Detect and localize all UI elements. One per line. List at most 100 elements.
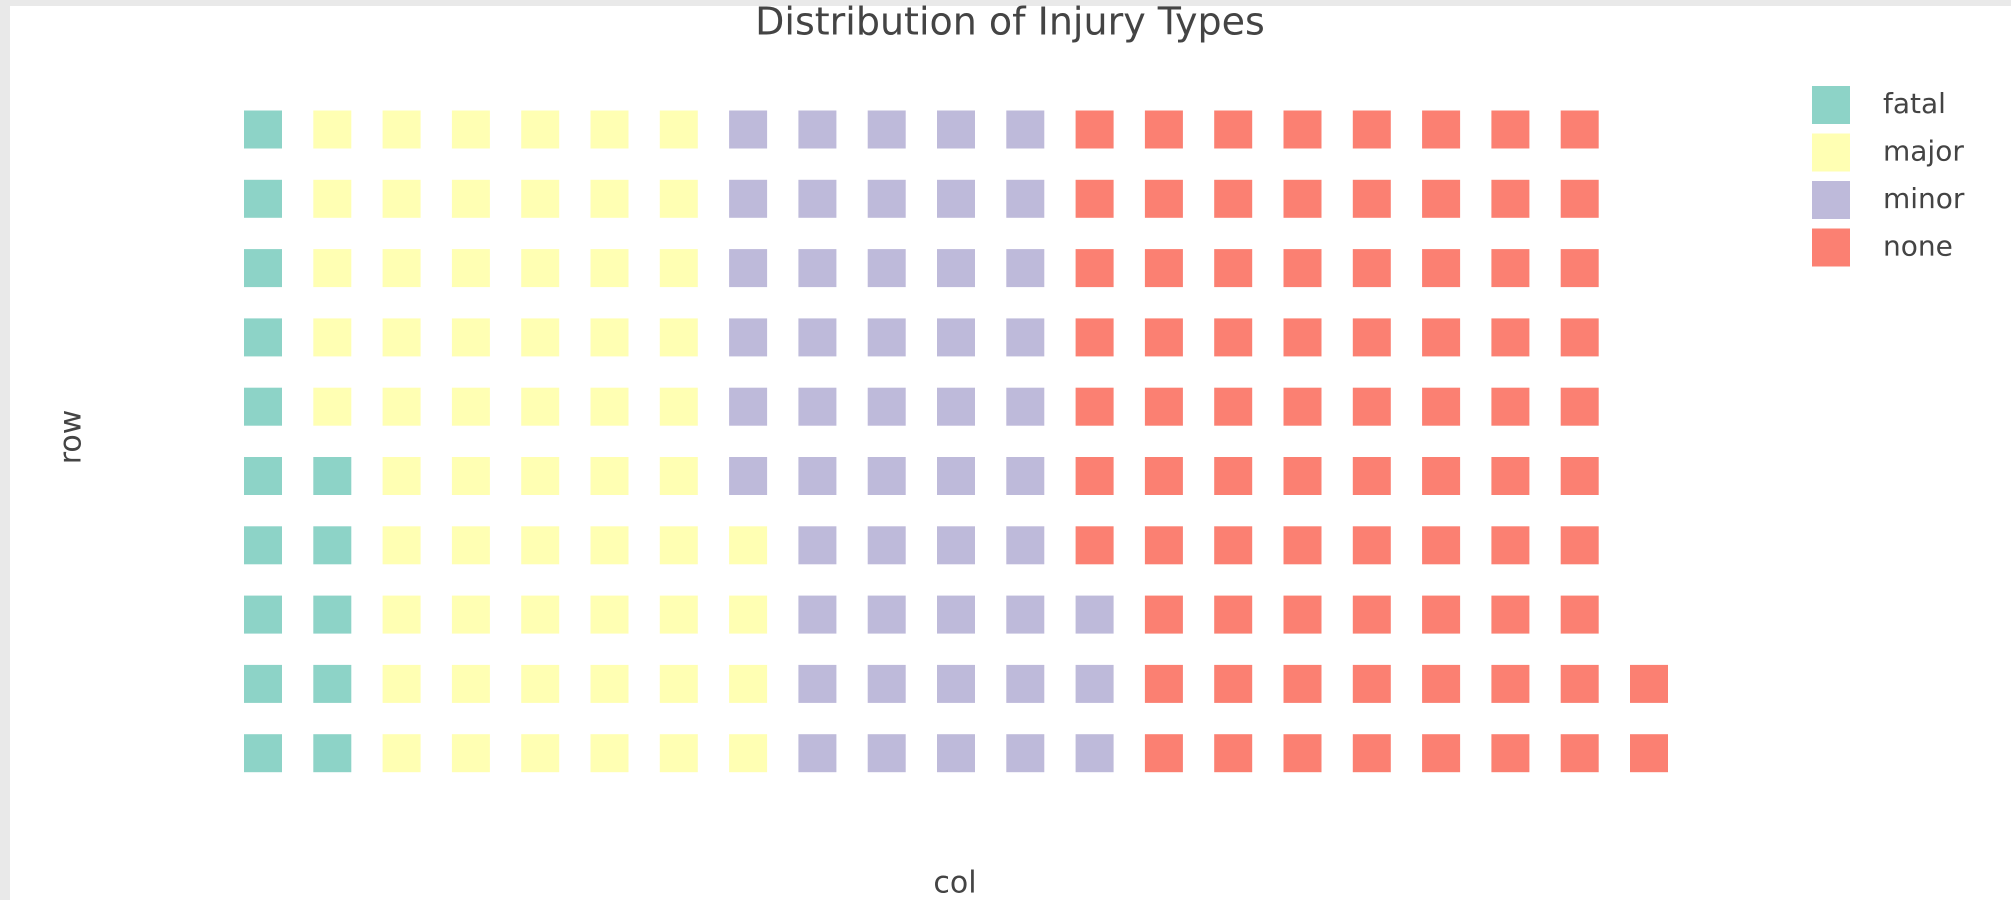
waffle-cell bbox=[451, 110, 490, 149]
waffle-cell bbox=[867, 595, 906, 634]
waffle-cell bbox=[937, 249, 975, 288]
waffle-cell bbox=[1491, 110, 1530, 149]
waffle-cell bbox=[313, 457, 352, 495]
waffle-cell bbox=[1006, 457, 1045, 495]
x-axis-label: col bbox=[933, 866, 976, 900]
waffle-cell bbox=[451, 734, 490, 773]
waffle-cell bbox=[1352, 595, 1391, 634]
waffle-cell bbox=[1006, 664, 1045, 703]
waffle-cell bbox=[521, 249, 560, 288]
waffle-cell bbox=[1352, 734, 1391, 773]
legend-swatch bbox=[1812, 86, 1850, 124]
waffle-cell bbox=[798, 526, 837, 565]
waffle-cell bbox=[1560, 318, 1599, 357]
waffle-cell bbox=[1560, 595, 1599, 634]
waffle-cell bbox=[1144, 664, 1183, 703]
waffle-cell bbox=[1075, 387, 1114, 426]
waffle-cell bbox=[1560, 457, 1599, 495]
waffle-cell bbox=[244, 734, 282, 773]
waffle-cell bbox=[729, 179, 768, 218]
waffle-cell bbox=[451, 179, 490, 218]
waffle-cell bbox=[1283, 318, 1322, 357]
waffle-cell bbox=[590, 318, 629, 357]
waffle-cell bbox=[244, 249, 282, 288]
waffle-cell bbox=[244, 179, 282, 218]
waffle-cell bbox=[659, 110, 698, 149]
waffle-cell bbox=[521, 526, 560, 565]
waffle-cell bbox=[867, 179, 906, 218]
waffle-cell bbox=[1075, 179, 1114, 218]
waffle-cell bbox=[382, 595, 421, 634]
waffle-cell bbox=[1352, 318, 1391, 357]
waffle-cell bbox=[729, 664, 768, 703]
waffle-cell bbox=[1422, 387, 1461, 426]
waffle-cell bbox=[1006, 179, 1045, 218]
waffle-cell bbox=[1144, 457, 1183, 495]
waffle-cell bbox=[798, 387, 837, 426]
waffle-cell bbox=[382, 457, 421, 495]
waffle-cell bbox=[451, 664, 490, 703]
waffle-cell bbox=[1352, 179, 1391, 218]
waffle-cell bbox=[382, 179, 421, 218]
waffle-cell bbox=[1283, 110, 1322, 149]
waffle-cell bbox=[590, 526, 629, 565]
waffle-cell bbox=[798, 595, 837, 634]
waffle-cell bbox=[244, 318, 282, 357]
waffle-cell bbox=[1075, 664, 1114, 703]
waffle-cell bbox=[1283, 457, 1322, 495]
waffle-cell bbox=[798, 249, 837, 288]
waffle-cell bbox=[1630, 734, 1668, 773]
waffle-cell bbox=[1560, 734, 1599, 773]
waffle-cell bbox=[590, 734, 629, 773]
waffle-cell bbox=[1560, 387, 1599, 426]
waffle-cell bbox=[1075, 249, 1114, 288]
waffle-cell bbox=[244, 664, 282, 703]
waffle-cell bbox=[521, 110, 560, 149]
waffle-cell bbox=[659, 664, 698, 703]
waffle-cell bbox=[313, 318, 352, 357]
waffle-cell bbox=[1630, 664, 1668, 703]
waffle-cell bbox=[1144, 734, 1183, 773]
waffle-cell bbox=[1006, 387, 1045, 426]
waffle-cell bbox=[1491, 734, 1530, 773]
waffle-cell bbox=[1422, 249, 1461, 288]
waffle-cell bbox=[313, 249, 352, 288]
waffle-cell bbox=[1352, 526, 1391, 565]
waffle-cell bbox=[1283, 664, 1322, 703]
waffle-cell bbox=[1283, 249, 1322, 288]
waffle-cell bbox=[521, 457, 560, 495]
waffle-cell bbox=[1491, 526, 1530, 565]
waffle-cell bbox=[1283, 595, 1322, 634]
waffle-cell bbox=[1491, 457, 1530, 495]
waffle-cell bbox=[1214, 387, 1253, 426]
waffle-cell bbox=[1560, 249, 1599, 288]
waffle-cell bbox=[729, 249, 768, 288]
waffle-cell bbox=[313, 179, 352, 218]
waffle-cell bbox=[451, 595, 490, 634]
waffle-cell bbox=[1214, 734, 1253, 773]
waffle-cell bbox=[1006, 526, 1045, 565]
waffle-cell bbox=[382, 387, 421, 426]
waffle-cell bbox=[521, 318, 560, 357]
waffle-cell bbox=[1075, 526, 1114, 565]
waffle-cell bbox=[1006, 318, 1045, 357]
waffle-cell bbox=[867, 734, 906, 773]
waffle-cell bbox=[1214, 318, 1253, 357]
waffle-cell bbox=[1144, 526, 1183, 565]
waffle-cell bbox=[382, 110, 421, 149]
waffle-cell bbox=[937, 110, 975, 149]
waffle-cell bbox=[729, 387, 768, 426]
legend-label: major bbox=[1883, 135, 1964, 168]
waffle-cell bbox=[1214, 526, 1253, 565]
waffle-cell bbox=[451, 387, 490, 426]
waffle-cell bbox=[1144, 110, 1183, 149]
waffle-cell bbox=[521, 179, 560, 218]
waffle-cell bbox=[867, 664, 906, 703]
waffle-cell bbox=[729, 110, 768, 149]
waffle-cell bbox=[1560, 526, 1599, 565]
waffle-cell bbox=[313, 664, 352, 703]
waffle-cell bbox=[1352, 249, 1391, 288]
legend-label: fatal bbox=[1883, 87, 1946, 120]
